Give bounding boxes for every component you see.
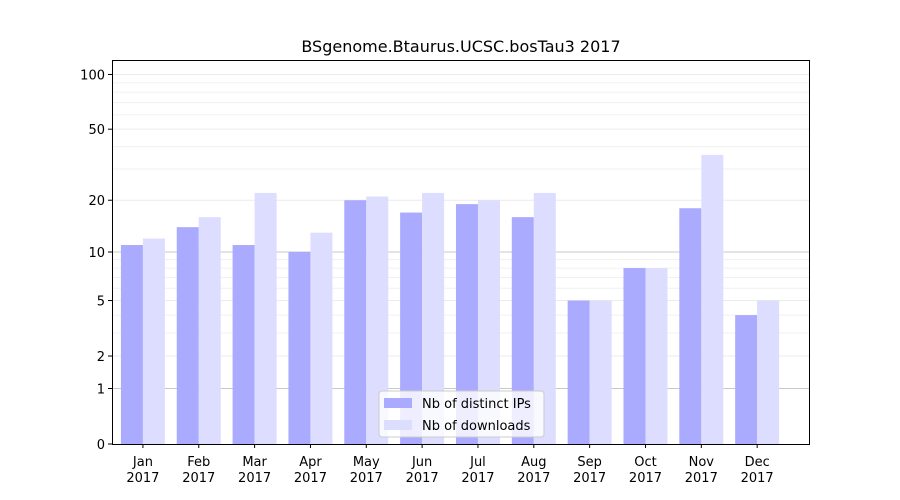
x-tick-label: Apr 2017	[294, 455, 327, 486]
x-tick-label: Oct 2017	[629, 455, 662, 486]
x-tick-label: Feb 2017	[182, 455, 215, 486]
bar-distinct-ips	[735, 315, 758, 444]
y-tick-label: 2	[97, 350, 105, 365]
y-tick-label: 20	[88, 194, 105, 209]
plot-frame	[112, 60, 810, 445]
bar-downloads	[477, 200, 500, 444]
bar-downloads	[533, 192, 556, 444]
bar-distinct-ips	[120, 245, 143, 444]
legend-frame	[378, 390, 545, 438]
bar-downloads	[366, 196, 389, 444]
bar-distinct-ips	[400, 212, 423, 444]
bar-downloads	[589, 300, 612, 444]
bar-downloads	[701, 154, 724, 444]
x-tick-label: Aug 2017	[517, 455, 550, 486]
bar-distinct-ips	[176, 227, 199, 444]
x-tick-label: Jun 2017	[406, 455, 439, 486]
bar-distinct-ips	[511, 217, 534, 444]
legend-label-distinct-ips: Nb of distinct IPs	[422, 397, 531, 412]
bar-distinct-ips	[232, 245, 255, 444]
x-tick-label: May 2017	[350, 455, 383, 486]
legend-label-downloads: Nb of downloads	[422, 419, 531, 434]
x-tick-label: Sep 2017	[573, 455, 606, 486]
y-tick-label: 10	[88, 246, 105, 261]
x-tick-label: Nov 2017	[685, 455, 718, 486]
x-tick-label: Jan 2017	[126, 455, 159, 486]
legend: Nb of distinct IPs Nb of downloads	[378, 390, 545, 438]
chart-title: BSgenome.Btaurus.UCSC.bosTau3 2017	[301, 37, 620, 56]
y-axis: 0 1 2 5 10 20 50 100	[80, 68, 112, 453]
x-axis: Jan 2017 Feb 2017 Mar 2017 Apr 2017 May 2017 Jun 20…	[126, 444, 774, 486]
bar-downloads	[645, 268, 668, 444]
bar-distinct-ips	[455, 204, 478, 444]
bar-downloads	[310, 232, 333, 444]
bar-downloads	[198, 217, 221, 444]
x-tick-label: Jul 2017	[461, 455, 494, 486]
legend-swatch-distinct-ips	[384, 398, 412, 408]
y-tick-label: 5	[97, 295, 105, 310]
bars	[120, 154, 780, 444]
y-tick-label: 50	[88, 123, 105, 138]
bar-downloads	[142, 238, 165, 444]
bar-distinct-ips	[288, 252, 311, 444]
bar-distinct-ips	[567, 300, 590, 444]
bar-downloads	[757, 300, 780, 444]
legend-swatch-downloads	[384, 420, 412, 430]
y-tick-label: 100	[80, 68, 105, 83]
bar-distinct-ips	[679, 208, 702, 444]
y-tick-label: 1	[97, 382, 105, 397]
x-tick-label: Mar 2017	[238, 455, 271, 486]
x-tick-label: Dec 2017	[741, 455, 774, 486]
bar-distinct-ips	[623, 268, 646, 444]
y-tick-label: 0	[97, 438, 105, 453]
bar-distinct-ips	[344, 200, 367, 444]
bar-downloads	[422, 192, 445, 444]
bar-downloads	[254, 192, 277, 444]
